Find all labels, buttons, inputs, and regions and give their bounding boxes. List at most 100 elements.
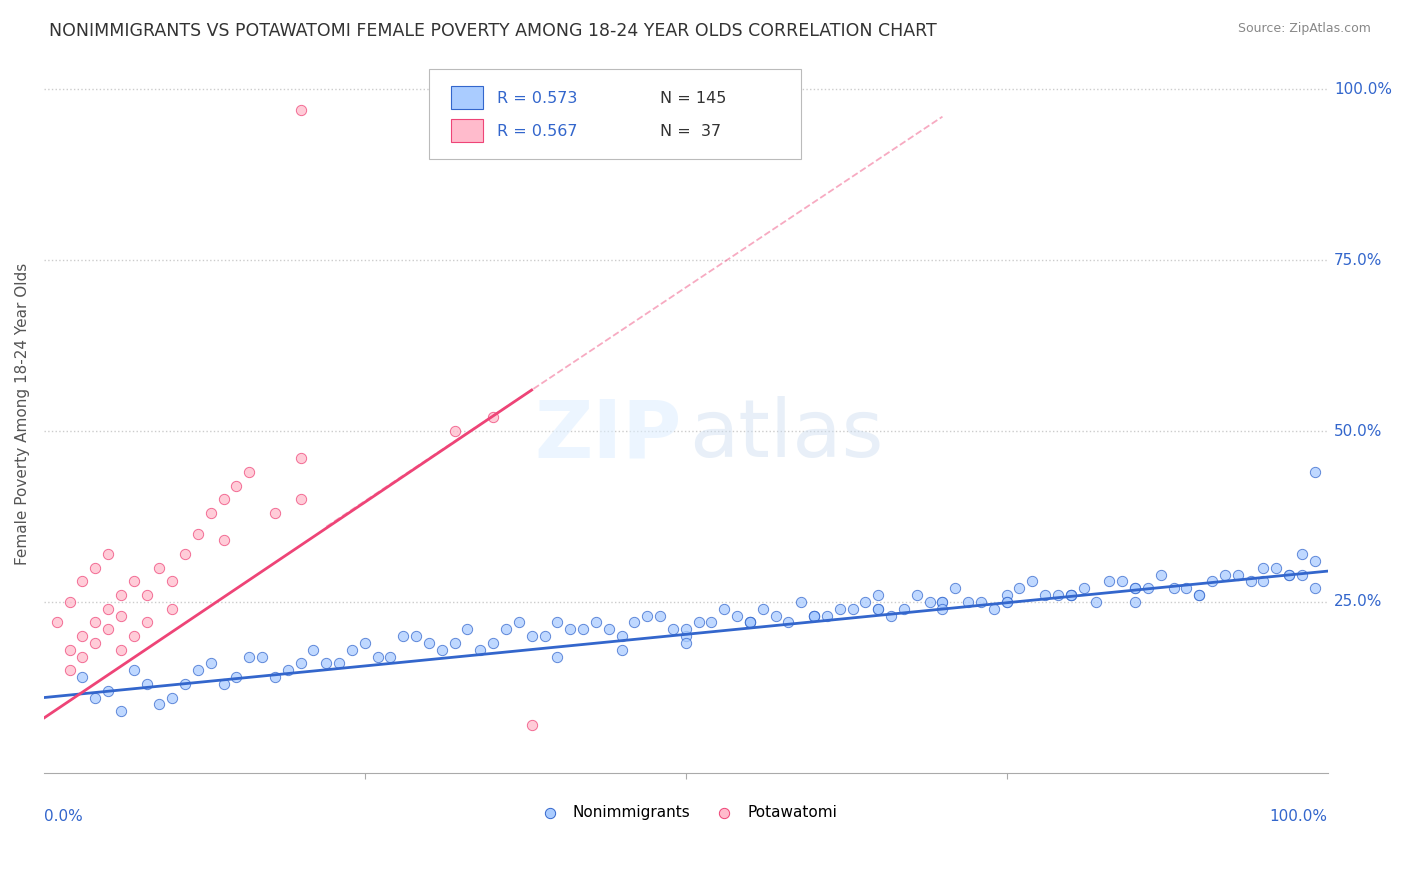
- Point: [212, 677, 235, 691]
- Point: [636, 608, 658, 623]
- Point: [995, 588, 1018, 602]
- Point: [72, 649, 94, 664]
- Point: [546, 615, 568, 630]
- Point: [688, 615, 710, 630]
- Point: [340, 642, 363, 657]
- Text: ZIP: ZIP: [534, 396, 682, 475]
- Point: [610, 629, 633, 643]
- Point: [443, 636, 465, 650]
- Point: [225, 479, 247, 493]
- Point: [72, 670, 94, 684]
- Point: [187, 526, 209, 541]
- Point: [110, 588, 132, 602]
- Point: [187, 663, 209, 677]
- Point: [1021, 574, 1043, 589]
- Point: [520, 718, 543, 732]
- Point: [212, 533, 235, 548]
- Point: [918, 595, 941, 609]
- Point: [1213, 567, 1236, 582]
- Point: [1111, 574, 1133, 589]
- Point: [495, 622, 517, 636]
- Point: [560, 622, 582, 636]
- Point: [148, 698, 170, 712]
- Point: [84, 615, 107, 630]
- Point: [1060, 588, 1083, 602]
- Point: [162, 601, 184, 615]
- Point: [1253, 574, 1275, 589]
- Point: [84, 560, 107, 574]
- Point: [457, 622, 479, 636]
- Point: [1073, 581, 1095, 595]
- Point: [148, 560, 170, 574]
- Point: [855, 595, 877, 609]
- Text: 100.0%: 100.0%: [1334, 82, 1392, 97]
- Point: [174, 677, 197, 691]
- Point: [520, 629, 543, 643]
- Point: [264, 506, 287, 520]
- Point: [983, 601, 1005, 615]
- Point: [905, 588, 928, 602]
- Point: [135, 588, 157, 602]
- Point: [1060, 588, 1083, 602]
- Point: [110, 642, 132, 657]
- Point: [122, 663, 145, 677]
- Point: [1201, 574, 1223, 589]
- Point: [751, 601, 773, 615]
- Point: [290, 451, 312, 466]
- Point: [72, 574, 94, 589]
- Point: [1303, 465, 1326, 479]
- Point: [110, 608, 132, 623]
- Point: [675, 636, 697, 650]
- Point: [815, 608, 838, 623]
- Point: [1278, 567, 1301, 582]
- Point: [623, 615, 645, 630]
- Y-axis label: Female Poverty Among 18-24 Year Olds: Female Poverty Among 18-24 Year Olds: [15, 263, 30, 565]
- Point: [868, 601, 890, 615]
- Point: [1253, 560, 1275, 574]
- Point: [572, 622, 595, 636]
- Point: [328, 657, 350, 671]
- Text: R = 0.567: R = 0.567: [498, 124, 578, 138]
- Point: [508, 615, 530, 630]
- Point: [662, 622, 685, 636]
- Point: [238, 465, 260, 479]
- Point: [1291, 547, 1313, 561]
- Point: [122, 629, 145, 643]
- Point: [58, 595, 80, 609]
- Point: [765, 608, 787, 623]
- Point: [264, 670, 287, 684]
- Text: N = 145: N = 145: [659, 91, 727, 105]
- Point: [931, 595, 953, 609]
- Text: NONIMMIGRANTS VS POTAWATOMI FEMALE POVERTY AMONG 18-24 YEAR OLDS CORRELATION CHA: NONIMMIGRANTS VS POTAWATOMI FEMALE POVER…: [49, 22, 936, 40]
- Point: [648, 608, 671, 623]
- Point: [290, 657, 312, 671]
- Point: [533, 629, 555, 643]
- Point: [1226, 567, 1249, 582]
- Point: [713, 601, 735, 615]
- Point: [97, 601, 120, 615]
- Point: [1239, 574, 1261, 589]
- Text: 75.0%: 75.0%: [1334, 252, 1382, 268]
- Point: [315, 657, 337, 671]
- Point: [290, 492, 312, 507]
- Point: [931, 595, 953, 609]
- Point: [97, 683, 120, 698]
- Point: [803, 608, 825, 623]
- Point: [45, 615, 67, 630]
- Point: [546, 649, 568, 664]
- Point: [738, 615, 761, 630]
- Point: [135, 677, 157, 691]
- Text: 100.0%: 100.0%: [1270, 809, 1327, 823]
- Point: [212, 492, 235, 507]
- Point: [1008, 581, 1031, 595]
- Point: [1046, 588, 1069, 602]
- Point: [84, 690, 107, 705]
- Point: [482, 410, 505, 425]
- Point: [380, 649, 402, 664]
- Text: N =  37: N = 37: [659, 124, 721, 138]
- Point: [1123, 595, 1146, 609]
- Point: [238, 649, 260, 664]
- Point: [58, 663, 80, 677]
- Point: [58, 642, 80, 657]
- Point: [353, 636, 375, 650]
